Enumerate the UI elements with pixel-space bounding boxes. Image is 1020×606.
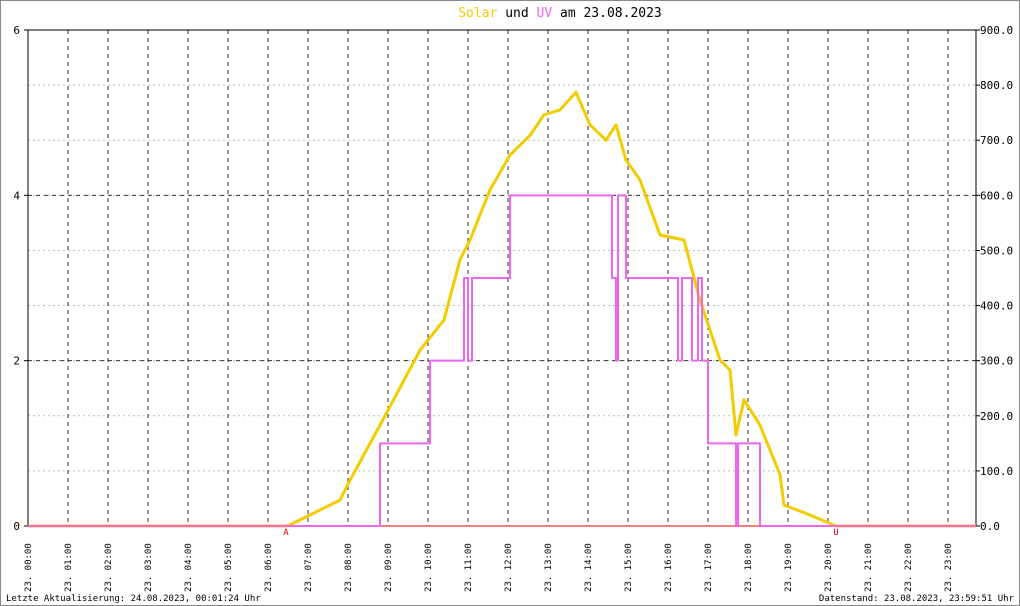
x-tick-label: 23. 23:00 xyxy=(944,543,954,592)
annotation: U xyxy=(833,528,838,538)
x-tick-label: 23. 06:00 xyxy=(264,543,274,592)
x-tick-label: 23. 04:00 xyxy=(184,543,194,592)
x-tick-label: 23. 14:00 xyxy=(584,543,594,592)
data-line xyxy=(28,90,976,528)
footer-left: Letzte Aktualisierung: 24.08.2023, 00:01… xyxy=(6,594,261,604)
title-connector: und xyxy=(505,6,528,21)
x-tick-label: 23. 01:00 xyxy=(64,543,74,592)
title-uv: UV xyxy=(537,6,553,21)
x-tick-label: 23. 16:00 xyxy=(664,543,674,592)
x-tick-label: 23. 12:00 xyxy=(504,543,514,592)
y-tick-label: 0 xyxy=(13,520,20,533)
y2-tick-label: 100.0 xyxy=(980,465,1013,478)
y2-tick-label: 200.0 xyxy=(980,410,1013,423)
x-tick-label: 23. 05:00 xyxy=(224,543,234,592)
x-tick-label: 23. 02:00 xyxy=(104,543,114,592)
x-tick-label: 23. 17:00 xyxy=(704,543,714,592)
chart-title: Solar und UV am 23.08.2023 xyxy=(458,6,662,21)
x-tick-label: 23. 21:00 xyxy=(864,543,874,592)
title-suffix: am 23.08.2023 xyxy=(560,6,662,21)
x-tick-label: 23. 15:00 xyxy=(624,543,634,592)
x-tick-label: 23. 20:00 xyxy=(824,543,834,592)
x-tick-label: 23. 22:00 xyxy=(904,543,914,592)
x-tick-label: 23. 18:00 xyxy=(744,543,754,592)
x-tick-label: 23. 03:00 xyxy=(144,543,154,592)
y-tick-label: 4 xyxy=(13,189,20,202)
x-tick-label: 23. 09:00 xyxy=(384,543,394,592)
x-tick-label: 23. 10:00 xyxy=(424,543,434,592)
y2-tick-label: 900.0 xyxy=(980,24,1013,37)
y2-tick-label: 0.0 xyxy=(980,520,1000,533)
x-tick-label: 23. 07:00 xyxy=(304,543,314,592)
y2-tick-label: 500.0 xyxy=(980,244,1013,257)
y2-tick-label: 400.0 xyxy=(980,300,1013,313)
y2-tick-label: 300.0 xyxy=(980,355,1013,368)
x-tick-label: 23. 11:00 xyxy=(464,543,474,592)
y-tick-label: 6 xyxy=(13,24,20,37)
x-tick-label: 23. 08:00 xyxy=(344,543,354,592)
x-tick-label: 23. 00:00 xyxy=(24,543,34,592)
data-line xyxy=(28,194,976,527)
annotation: A xyxy=(283,528,289,538)
y2-tick-label: 800.0 xyxy=(980,79,1013,92)
y2-tick-label: 700.0 xyxy=(980,134,1013,147)
footer-right: Datenstand: 23.08.2023, 23:59:51 Uhr xyxy=(819,594,1015,604)
title-solar: Solar xyxy=(458,6,497,21)
y2-tick-label: 600.0 xyxy=(980,189,1013,202)
x-tick-label: 23. 13:00 xyxy=(544,543,554,592)
y-tick-label: 2 xyxy=(13,355,20,368)
x-tick-label: 23. 19:00 xyxy=(784,543,794,592)
